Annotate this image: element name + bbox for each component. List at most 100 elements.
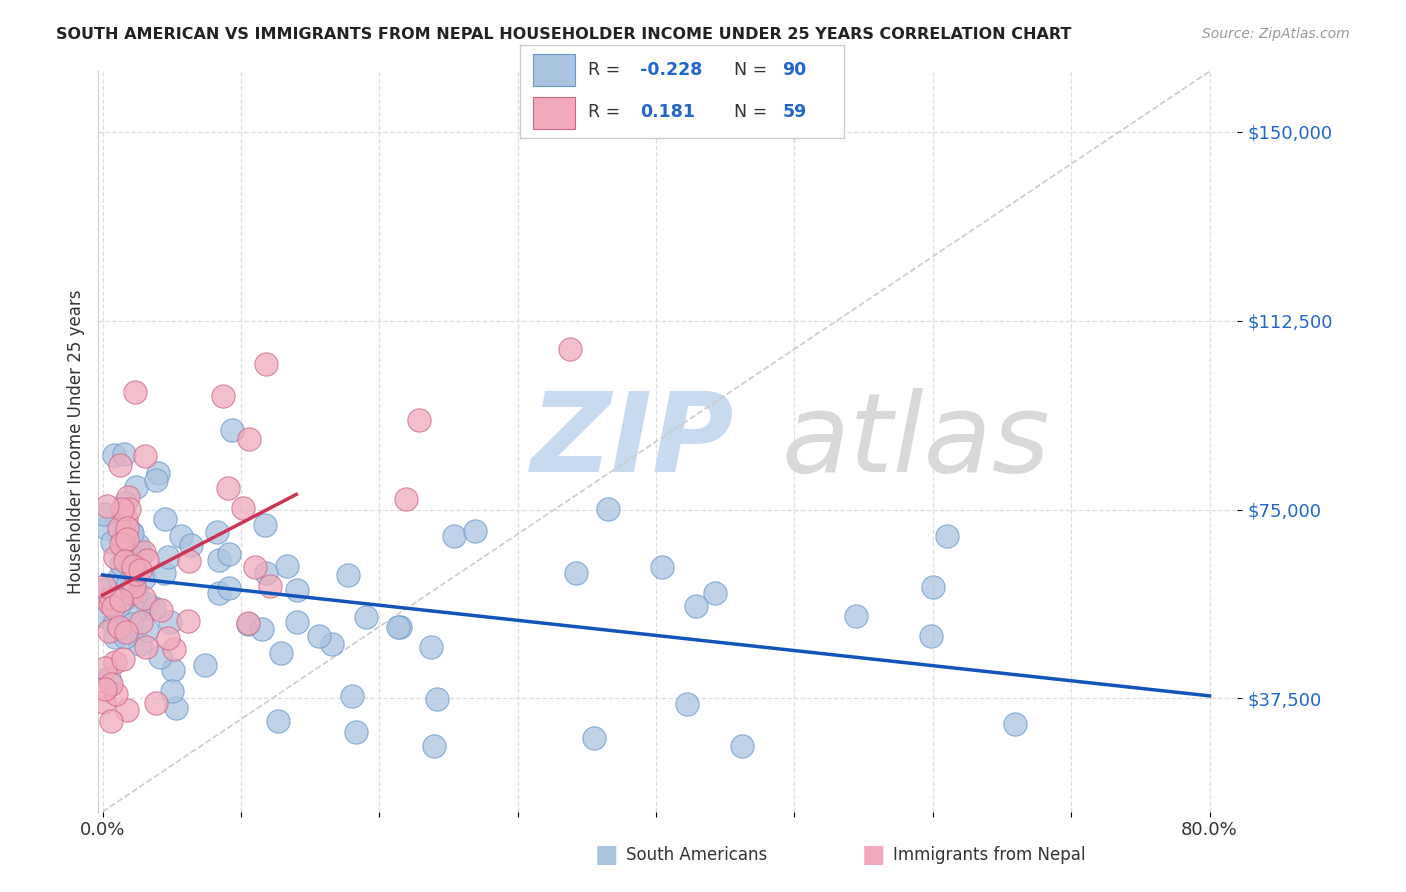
Point (93, 507, 115, 521)
Point (128, 563, 150, 577)
Point (285, 615, 308, 629)
Point (93, 681, 115, 696)
Point (221, 423, 243, 437)
Text: 59: 59 (782, 103, 807, 121)
Point (194, 658, 217, 673)
Point (232, 501, 254, 516)
Point (134, 449, 156, 463)
Text: R =: R = (588, 103, 626, 121)
Point (136, 552, 159, 566)
Point (356, 610, 378, 624)
Point (254, 357, 277, 371)
Point (149, 650, 172, 665)
Point (160, 684, 183, 698)
Point (136, 597, 159, 611)
Point (935, 529, 957, 543)
Point (104, 549, 127, 564)
Point (96, 499, 118, 513)
Point (163, 642, 186, 657)
Text: 90: 90 (782, 61, 807, 78)
Point (114, 554, 136, 568)
Point (96, 610, 118, 624)
Text: ■: ■ (862, 843, 886, 866)
Point (114, 591, 136, 605)
Point (208, 553, 231, 567)
Point (94, 521, 117, 535)
Text: South Americans: South Americans (626, 846, 766, 863)
Point (108, 458, 131, 472)
Text: SOUTH AMERICAN VS IMMIGRANTS FROM NEPAL HOUSEHOLDER INCOME UNDER 25 YEARS CORREL: SOUTH AMERICAN VS IMMIGRANTS FROM NEPAL … (56, 27, 1071, 42)
Point (103, 600, 125, 615)
Point (104, 687, 127, 701)
Point (165, 701, 187, 715)
Point (218, 581, 240, 595)
Point (114, 532, 136, 546)
Point (121, 586, 143, 600)
Point (121, 575, 143, 590)
Point (107, 591, 129, 605)
Point (134, 545, 156, 559)
Text: R =: R = (588, 61, 626, 78)
Point (122, 550, 145, 565)
Point (117, 576, 139, 591)
Point (920, 629, 942, 643)
Point (135, 640, 157, 654)
Point (110, 557, 132, 571)
Point (114, 496, 136, 510)
Point (276, 558, 298, 573)
Point (132, 571, 155, 585)
Point (98, 671, 121, 685)
Point (703, 585, 725, 599)
Point (124, 579, 146, 593)
Point (675, 698, 697, 712)
Point (236, 617, 259, 632)
Point (253, 517, 276, 532)
Point (180, 538, 202, 552)
Point (176, 615, 198, 629)
Point (125, 480, 148, 494)
Point (426, 692, 449, 706)
Point (98, 624, 121, 639)
Point (565, 566, 588, 581)
Point (170, 529, 193, 543)
Point (96, 582, 118, 596)
Point (420, 640, 443, 655)
Point (153, 512, 176, 526)
Point (146, 466, 169, 480)
Point (124, 384, 146, 399)
Point (134, 591, 156, 606)
Point (104, 631, 127, 645)
Text: Source: ZipAtlas.com: Source: ZipAtlas.com (1202, 27, 1350, 41)
Point (408, 412, 430, 426)
Point (114, 512, 136, 526)
Point (110, 536, 132, 550)
Point (177, 554, 200, 568)
Point (159, 615, 181, 630)
Point (340, 690, 363, 704)
Point (685, 599, 707, 614)
Bar (533, 54, 575, 86)
Point (922, 580, 945, 594)
Point (108, 571, 131, 585)
Point (443, 529, 465, 543)
Point (100, 677, 122, 691)
Point (129, 637, 152, 651)
Point (120, 524, 142, 539)
Point (107, 620, 129, 634)
Point (115, 532, 138, 546)
Point (112, 447, 135, 461)
Point (731, 739, 754, 754)
Point (121, 616, 143, 631)
Point (121, 526, 143, 541)
Point (387, 620, 409, 634)
Point (156, 631, 179, 645)
Text: N =: N = (734, 103, 772, 121)
Point (145, 473, 167, 487)
Point (162, 663, 184, 677)
Point (252, 622, 274, 636)
Point (395, 491, 418, 506)
Point (238, 615, 260, 630)
Point (143, 601, 166, 615)
Point (118, 502, 141, 516)
Point (464, 524, 486, 538)
